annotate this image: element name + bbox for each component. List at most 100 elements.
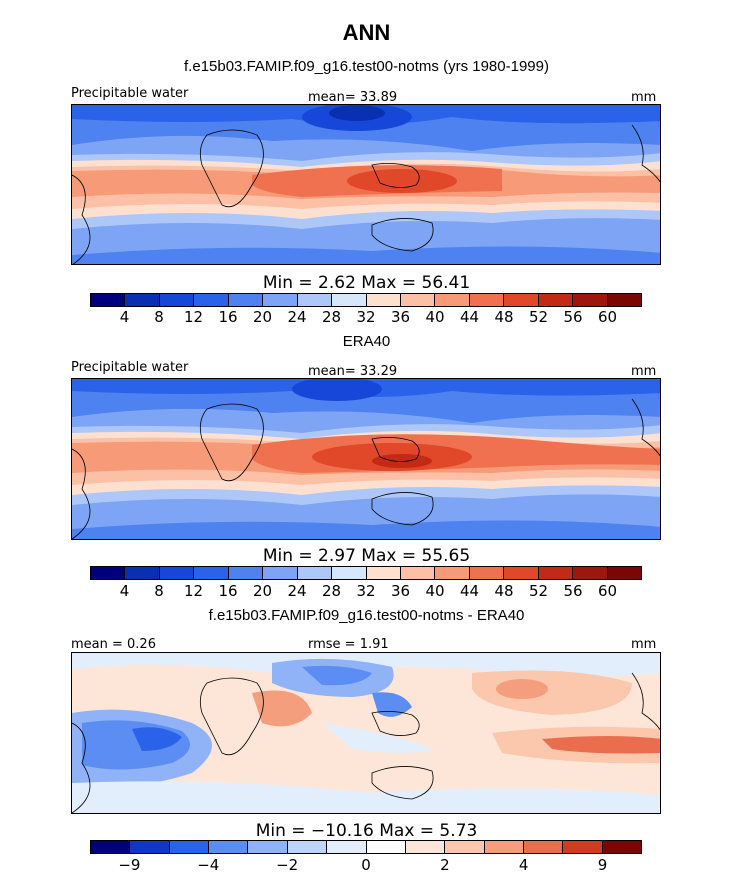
colorbar-tick-label: −4 [197,856,220,874]
panel-3-subtitle: f.e15b03.FAMIP.f09_g16.test00-notms - ER… [208,607,525,624]
colorbar-tick-label: 44 [459,582,480,600]
colorbar-swatch [297,294,333,306]
colorbar-swatch [332,294,367,306]
colorbar-tick-label: 28 [321,582,342,600]
panel-2-map [71,378,661,540]
colorbar-tick-label: 56 [563,582,583,600]
colorbar-tick-label: 4 [518,856,529,874]
colorbar-swatch [125,567,160,579]
colorbar-swatch [91,841,131,853]
colorbar-tick-label: 40 [425,582,445,600]
colorbar-swatch [91,294,126,306]
panel-2-units: mm [631,364,657,379]
colorbar-swatch [194,567,229,579]
colorbar-tick-label: −9 [118,856,141,874]
colorbar-tick-label: 52 [528,582,549,600]
colorbar-swatch [445,841,485,853]
colorbar-tick-label: 36 [390,582,411,600]
panel-1-units: mm [631,90,657,105]
colorbar-swatch [248,841,288,853]
panel-1-colorbar-labels: 4 8 12 16 20 24 28 32 36 40 44 48 52 56 60 [90,308,642,326]
colorbar-swatch [573,294,608,306]
colorbar-swatch [130,841,170,853]
colorbar-swatch [332,567,367,579]
panel-2-mean: mean= 33.29 [308,364,398,379]
colorbar-swatch [538,567,574,579]
colorbar-tick-label: 48 [494,308,514,326]
colorbar-swatch [523,841,564,853]
panel-1-mean: mean= 33.89 [308,90,398,105]
colorbar-swatch [91,567,126,579]
panel-1-minmax: Min = 2.62 Max = 56.41 [262,273,471,293]
colorbar-swatch [435,294,470,306]
colorbar-tick-label: −2 [276,856,299,874]
colorbar-swatch [435,567,470,579]
colorbar-tick-label: 32 [356,308,376,326]
colorbar-tick-label: 4 [119,582,130,600]
colorbar-swatch [209,841,249,853]
panel-1-map [71,104,661,265]
colorbar-swatch [327,841,367,853]
colorbar-swatch [228,567,264,579]
colorbar-tick-label: 24 [287,308,307,326]
panel-2-variable: Precipitable water [71,360,189,375]
panel-3-units: mm [631,637,657,652]
main-title: ANN [342,20,391,45]
colorbar-tick-label: 16 [218,582,238,600]
colorbar-swatch [228,294,264,306]
colorbar-swatch [400,567,436,579]
colorbar-swatch [607,294,641,306]
colorbar-swatch [169,841,210,853]
colorbar-tick-label: 56 [563,308,583,326]
colorbar-swatch [400,294,436,306]
colorbar-swatch [366,567,401,579]
colorbar-swatch [602,841,642,853]
colorbar-tick-label: 48 [494,582,514,600]
colorbar-swatch [366,841,406,853]
colorbar-tick-label: 0 [361,856,371,874]
panel-2-minmax: Min = 2.97 Max = 55.65 [262,546,471,566]
panel-3-minmax: Min = −10.16 Max = 5.73 [255,821,478,841]
colorbar-tick-label: 60 [597,582,618,600]
panel-1-variable: Precipitable water [71,86,189,101]
colorbar-swatch [125,294,160,306]
colorbar-tick-label: 4 [119,308,130,326]
colorbar-tick-label: 12 [183,582,204,600]
colorbar-tick-label: 16 [218,308,238,326]
panel-3-colorbar [90,840,642,854]
panel-3-map [71,652,661,814]
colorbar-swatch [538,294,574,306]
colorbar-swatch [159,567,195,579]
colorbar-tick-label: 36 [390,308,411,326]
panel-3-map-svg [72,653,660,813]
colorbar-swatch [563,841,603,853]
colorbar-swatch [287,841,328,853]
colorbar-swatch [405,841,446,853]
panel-2-map-svg [72,379,660,539]
colorbar-tick-label: 52 [528,308,549,326]
panel-3-rmse: rmse = 1.91 [308,637,389,652]
colorbar-swatch [469,567,505,579]
panel-1-colorbar [90,293,642,307]
colorbar-swatch [263,294,298,306]
panel-1-map-svg [72,105,660,264]
colorbar-swatch [573,567,608,579]
colorbar-swatch [469,294,505,306]
panel-2-colorbar [90,566,642,580]
colorbar-swatch [194,294,229,306]
panel-3-mean: mean = 0.26 [71,637,156,652]
colorbar-tick-label: 32 [356,582,376,600]
colorbar-tick-label: 8 [154,582,164,600]
colorbar-tick-label: 28 [321,308,342,326]
panel-3-colorbar-labels: −9 −4 −2 0 2 4 9 [90,856,642,874]
colorbar-swatch [504,567,539,579]
colorbar-swatch [297,567,333,579]
colorbar-tick-label: 40 [425,308,445,326]
colorbar-tick-label: 44 [459,308,480,326]
colorbar-swatch [484,841,524,853]
panel-2-colorbar-labels: 4 8 12 16 20 24 28 32 36 40 44 48 52 56 60 [90,582,642,600]
colorbar-tick-label: 2 [440,856,450,874]
colorbar-swatch [366,294,401,306]
colorbar-tick-label: 60 [597,308,618,326]
colorbar-tick-label: 24 [287,582,307,600]
